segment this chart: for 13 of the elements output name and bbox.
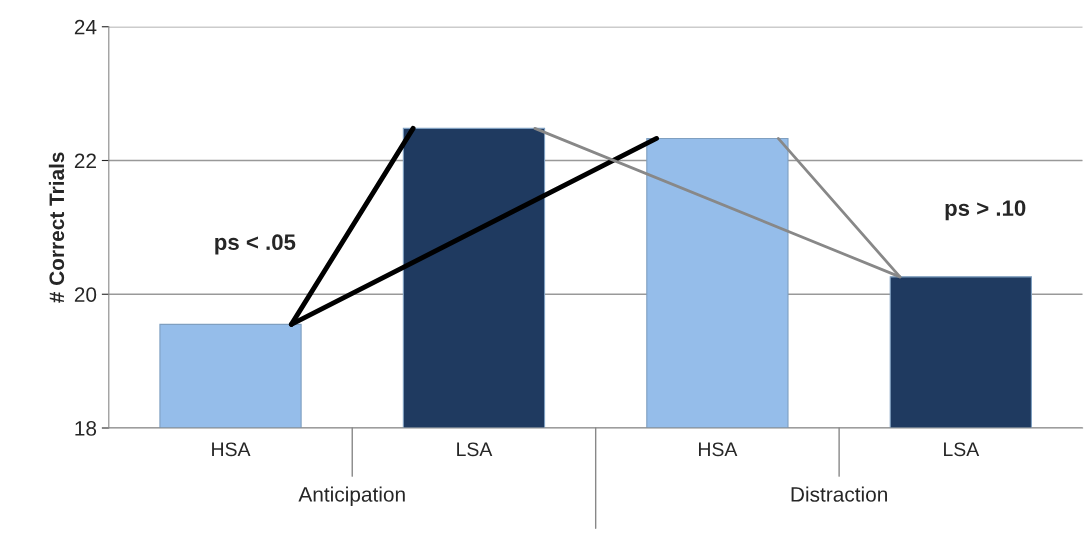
text: Anticipation bbox=[298, 486, 405, 506]
text: Distraction bbox=[791, 486, 887, 502]
annotation: ps < .05 bbox=[215, 234, 296, 255]
y-tick-label: 18 bbox=[75, 421, 97, 436]
y-tick-label: 20 bbox=[74, 287, 97, 302]
y-tick-label: 24 bbox=[74, 19, 97, 35]
annotation: ps > .10 bbox=[945, 200, 1026, 221]
y-axis-title: # Correct Trials bbox=[48, 152, 65, 303]
x-tick-label: HSA bbox=[699, 442, 738, 457]
x-tick-label: HSA bbox=[212, 442, 251, 457]
x-tick-label: LSA bbox=[457, 442, 493, 457]
x-tick-label: LSA bbox=[944, 442, 980, 457]
y-tick-label: 22 bbox=[74, 153, 96, 169]
